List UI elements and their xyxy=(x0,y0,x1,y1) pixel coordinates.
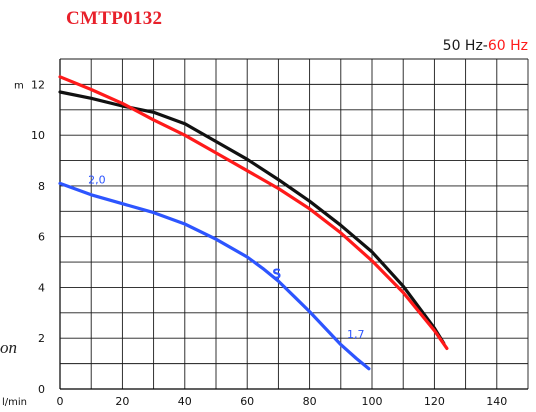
y-tick-label: 6 xyxy=(38,231,45,244)
x-tick-label: 0 xyxy=(57,395,64,408)
curve-annotation: 2,0 xyxy=(88,173,106,186)
series-line xyxy=(58,181,371,371)
y-tick-label: 8 xyxy=(38,180,45,193)
curve-annotation: S xyxy=(272,268,281,283)
x-tick-label: 80 xyxy=(303,395,317,408)
freq-50-label: 50 Hz- xyxy=(442,38,488,54)
cropped-side-text: on xyxy=(0,338,17,357)
x-tick-label: 120 xyxy=(424,395,445,408)
curve-annotation: 1,7 xyxy=(347,328,365,341)
y-tick-label: 10 xyxy=(31,129,45,142)
x-tick-label: 20 xyxy=(115,395,129,408)
x-tick-label: 140 xyxy=(486,395,507,408)
x-tick-label: 40 xyxy=(178,395,192,408)
freq-60-label: 60 Hz xyxy=(487,38,528,54)
y-axis-label: m xyxy=(14,80,24,91)
series-line xyxy=(58,75,449,350)
frequency-legend: 50 Hz-60 Hz xyxy=(443,38,528,54)
chart-curves xyxy=(58,75,449,371)
series-line xyxy=(58,90,446,345)
y-tick-label: 0 xyxy=(38,383,45,396)
y-tick-label: 2 xyxy=(38,332,45,345)
chart-labels: 0 20 40 60 80 100 120 140 0 2 4 6 8 10 12 l/min m 2,0 S 1,7 xyxy=(2,78,507,408)
x-tick-label: 60 xyxy=(240,395,254,408)
y-tick-label: 12 xyxy=(31,78,45,91)
y-tick-label: 4 xyxy=(38,281,45,294)
x-tick-label: 100 xyxy=(362,395,383,408)
x-axis-label: l/min xyxy=(2,397,27,408)
model-title: CMTP0132 xyxy=(66,8,163,29)
